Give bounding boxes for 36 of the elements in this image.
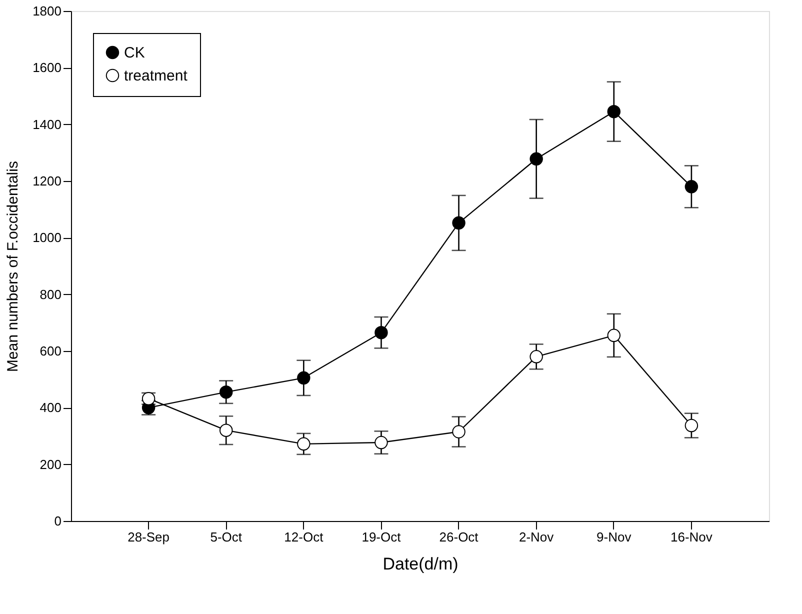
x-axis-title: Date(d/m) [382,554,458,574]
point [374,326,388,340]
point [452,425,466,438]
y-tick-label: 400 [40,400,62,416]
point [684,180,698,194]
point [452,216,466,230]
x-tick-label: 9-Nov [596,530,632,544]
y-tick-label: 0 [54,514,62,528]
point [374,436,388,450]
y-tick-label: 600 [40,344,62,358]
x-tick-label: 19-Oct [362,530,402,544]
y-tick-label: 1200 [32,174,62,188]
y-tick-label: 1000 [32,230,62,246]
point [219,424,233,437]
point [297,437,310,451]
legend-label: treatment [124,68,188,84]
point [530,350,543,364]
point [684,418,698,432]
point [607,104,621,118]
x-tick-label: 28-Sep [128,530,170,544]
x-tick-label: 16-Nov [670,530,713,544]
point [219,385,233,399]
y-axis-title: Mean numbers of F.occidentalis [4,161,22,372]
y-tick-label: 1800 [32,4,62,18]
point [297,371,310,385]
x-tick-label: 12-Oct [284,530,324,544]
point [607,328,621,342]
x-tick-label: 26-Oct [439,530,479,544]
point [530,152,543,166]
y-tick-label: 1600 [32,60,62,76]
x-tick-label: 5-Oct [210,530,242,544]
x-tick-label: 2-Nov [518,530,554,544]
y-tick-label: 200 [40,456,62,472]
y-tick-label: 1400 [32,116,62,132]
y-tick-label: 800 [40,286,62,302]
legend-label: CK [124,44,145,62]
